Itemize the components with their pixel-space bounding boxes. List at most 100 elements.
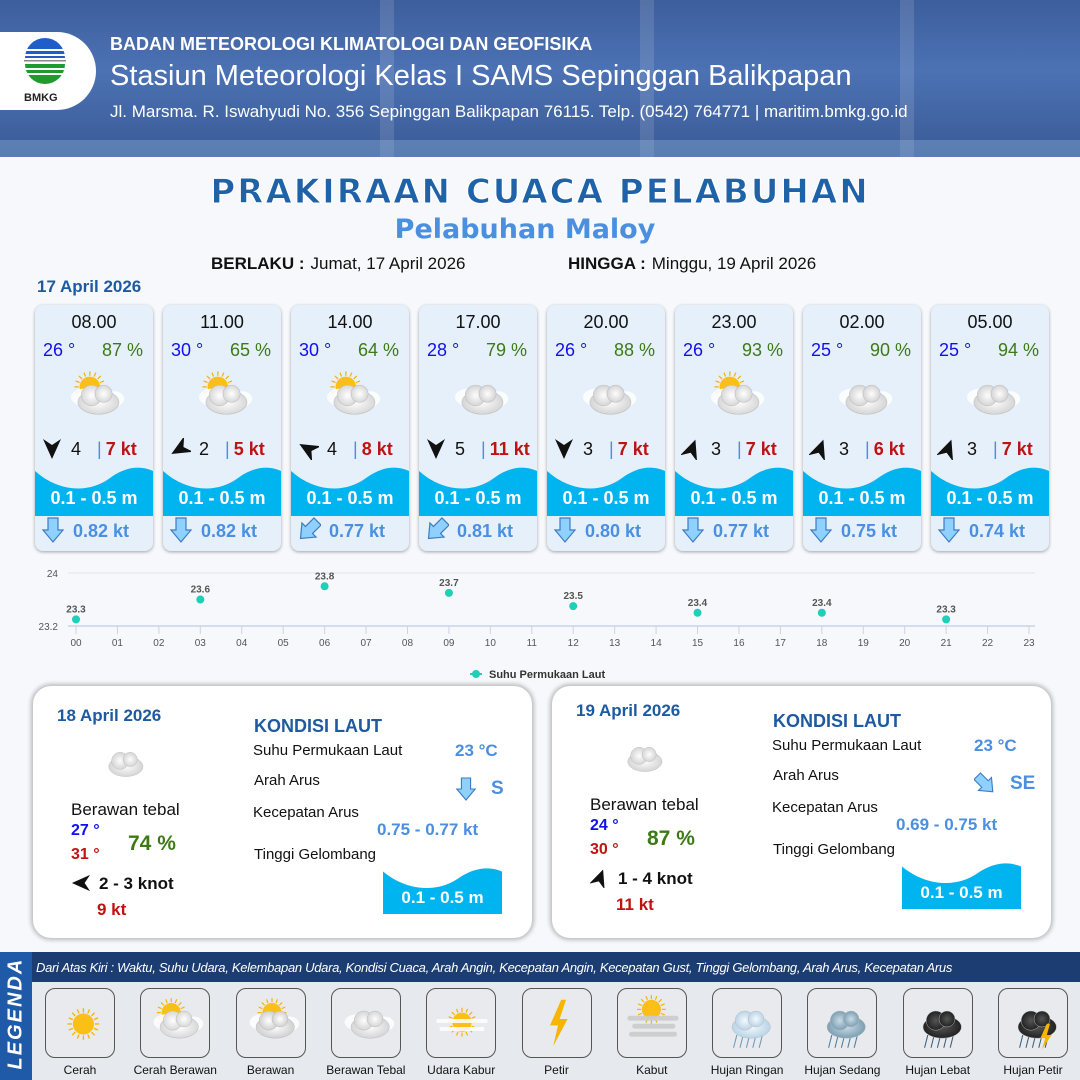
forecast-card: 23.00 26 ° 93 % 3 7 kt 0.1 - 0.5 m 0.77 … (675, 305, 793, 551)
weather-berawan-tebal-icon (443, 368, 515, 428)
x-tick-label: 08 (402, 638, 414, 649)
wind-speed: 2 - 3 knot (99, 874, 174, 893)
wave-height: 0.1 - 0.5 m (818, 488, 906, 508)
x-tick-label: 01 (112, 638, 124, 649)
wind-speed: 3 (839, 439, 850, 459)
air-temperature: 30 ° (299, 340, 332, 360)
gust-speed: 8 kt (353, 439, 393, 460)
gust-speed: 6 kt (865, 439, 905, 460)
x-tick-label: 20 (899, 638, 911, 649)
air-temperature: 26 ° (555, 340, 588, 360)
data-point (320, 582, 329, 591)
wind-direction-icon (936, 438, 959, 462)
air-temperature: 30 ° (171, 340, 204, 360)
legend-label: Hujan Ringan (710, 1063, 784, 1077)
x-tick-label: 14 (651, 638, 663, 649)
panel-date: 18 April 2026 (57, 706, 162, 725)
current-direction-value: SE (1010, 773, 1036, 794)
current-direction-icon (681, 517, 705, 543)
wave-icon (163, 463, 281, 516)
current-speed-value: 0.75 - 0.77 kt (377, 820, 479, 839)
x-tick-label: 13 (609, 638, 621, 649)
forecast-time: 23.00 (711, 312, 757, 332)
data-label: 23.4 (812, 598, 832, 609)
legend: Dari Atas Kiri : Waktu, Suhu Udara, Kele… (0, 952, 1080, 1080)
valid-from-value: Jumat, 17 April 2026 (310, 254, 466, 273)
gust-speed: 11 kt (616, 895, 654, 914)
current-speed-label: Kecepatan Arus (253, 804, 359, 821)
weather-cerah-berawan-icon (187, 368, 259, 428)
x-tick-label: 23 (1023, 638, 1035, 649)
forecast-card: 20.00 26 ° 88 % 3 7 kt 0.1 - 0.5 m 0.80 … (547, 305, 665, 551)
humidity: 87 % (101, 340, 143, 360)
data-point (72, 615, 80, 624)
current-direction-icon (425, 517, 450, 543)
max-temperature: 30 ° (590, 841, 619, 858)
wind-speed: 4 (71, 439, 82, 459)
current-direction-icon (41, 517, 65, 543)
hujan-sedang-icon (807, 988, 878, 1058)
current-direction-icon (455, 776, 477, 802)
wave-height: 0.1 - 0.5 m (434, 488, 522, 508)
berawan-tebal-icon (330, 988, 401, 1058)
humidity: 65 % (229, 340, 271, 360)
wind-speed: 4 (327, 439, 338, 459)
port-name: Pelabuhan Maloy (394, 214, 656, 245)
legend-series-name: Suhu Permukaan Laut (489, 669, 605, 681)
legend-label: Hujan Lebat (905, 1063, 971, 1077)
weather-berawan-tebal-icon (88, 738, 158, 788)
sst-label: Suhu Permukaan Laut (253, 742, 403, 759)
wave-height: 0.1 - 0.5 m (306, 488, 394, 508)
wave-height-label: Tinggi Gelombang (773, 841, 896, 858)
current-speed: 0.80 kt (585, 521, 642, 541)
wind-speed: 1 - 4 knot (618, 869, 693, 888)
legend-title: LEGENDA (4, 957, 27, 1070)
gust-speed: 7 kt (993, 439, 1033, 460)
valid-from: BERLAKU : Jumat, 17 April 2026 (211, 254, 465, 274)
gust-speed: 7 kt (737, 439, 777, 460)
wave-height: 0.1 - 0.5 m (178, 488, 266, 508)
x-tick-label: 06 (319, 638, 331, 649)
kabut-icon (616, 988, 687, 1058)
forecast-time: 17.00 (455, 312, 501, 332)
day1-date: 17 April 2026 (37, 277, 142, 296)
current-speed: 0.75 kt (841, 521, 898, 541)
petir-icon (521, 988, 592, 1058)
humidity: 88 % (613, 340, 655, 360)
x-tick-label: 16 (733, 638, 745, 649)
wave-height-label: Tinggi Gelombang (254, 846, 377, 863)
current-speed-value: 0.69 - 0.75 kt (896, 815, 998, 834)
hujan-ringan-icon (712, 988, 783, 1058)
current-direction-icon (809, 517, 833, 543)
air-temperature: 25 ° (939, 340, 972, 360)
sst-value: 23 °C (974, 736, 1017, 755)
gust-speed: 7 kt (609, 439, 649, 460)
forecast-card: 14.00 30 ° 64 % 4 8 kt 0.1 - 0.5 m 0.77 … (291, 305, 409, 551)
page-title: PRAKIRAAN CUACA PELABUHAN (210, 172, 870, 213)
legend-label: Hujan Petir (1003, 1063, 1063, 1077)
x-tick-label: 22 (982, 638, 994, 649)
current-speed: 0.77 kt (329, 521, 386, 541)
wave-icon (902, 859, 1021, 909)
sea-temperature-chart: 00 01 02 03 04 05 06 07 08 09 10 11 12 13 14 15 16 17 18 19… (39, 569, 1035, 681)
forecast-card: 05.00 25 ° 94 % 3 7 kt 0.1 - 0.5 m 0.74 … (931, 305, 1049, 551)
current-direction-icon (553, 517, 577, 543)
data-label: 23.3 (936, 604, 956, 615)
valid-from-label: BERLAKU : (211, 254, 305, 273)
air-temperature: 26 ° (683, 340, 716, 360)
x-tick-label: 03 (195, 638, 207, 649)
station-name: Stasiun Meteorologi Kelas I SAMS Sepingg… (110, 60, 852, 92)
wave-icon (35, 463, 153, 516)
min-temperature: 27 ° (71, 822, 100, 839)
weather-berawan-tebal-icon (607, 733, 677, 783)
weather-cerah-berawan-icon (315, 368, 387, 428)
wind-direction-icon (425, 438, 447, 460)
humidity: 93 % (741, 340, 783, 360)
wave-icon (291, 463, 409, 516)
sea-condition-heading: KONDISI LAUT (254, 716, 382, 736)
forecast-time: 05.00 (967, 312, 1013, 332)
daily-panel: 19 April 2026 Berawan tebal 24 ° 30 ° 87… (552, 686, 1051, 938)
x-tick-label: 05 (278, 638, 290, 649)
weather-berawan-tebal-icon (827, 368, 899, 428)
wind-speed: 5 (455, 439, 466, 459)
